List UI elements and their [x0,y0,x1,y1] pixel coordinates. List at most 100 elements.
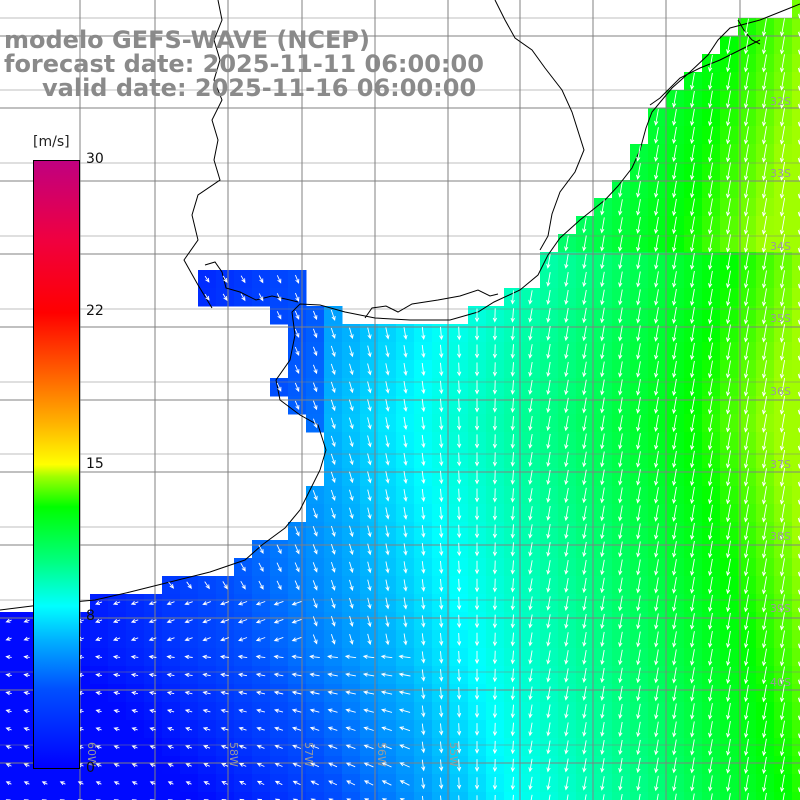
wind-speed-cell [792,234,800,253]
wind-arrow [672,541,677,558]
wind-arrow [258,580,264,590]
wind-arrow [654,271,659,288]
wind-arrow [166,601,175,606]
wind-arrow [5,781,12,786]
wind-arrow [707,432,713,451]
wind-arrow [310,762,320,768]
wind-speed-cell [792,36,800,55]
wind-arrow [600,307,605,324]
wind-arrow [636,631,641,648]
wind-arrow [238,637,248,642]
wind-arrow [510,758,515,773]
wind-arrow [273,708,284,713]
wind-arrow [690,685,695,702]
wind-arrow [600,235,605,252]
wind-arrow [618,325,623,342]
wind-arrow [600,361,605,378]
wind-arrow [582,415,587,432]
wind-arrow [654,667,659,684]
wind-arrow [708,252,713,271]
wind-arrow [367,345,372,358]
wind-arrow [725,198,731,217]
wind-speed-cell [630,792,649,800]
wind-arrow [582,595,587,612]
wind-arrow [474,380,480,395]
wind-arrow [292,780,301,786]
wind-arrow [294,364,300,374]
wind-arrow [510,380,515,395]
wind-arrow [618,703,623,720]
wind-arrow [237,619,248,624]
wind-arrow [276,382,282,392]
wind-arrow [23,691,30,696]
wind-arrow [113,781,120,786]
wind-arrow [708,775,713,792]
wind-arrow [654,361,659,378]
colorbar-tick-22: 22 [86,303,104,319]
wind-speed-cell [792,414,800,433]
wind-arrow [690,198,695,217]
forecast-date: forecast date: 2025-11-11 06:00:00 [4,50,484,78]
wind-speed-cell [792,198,800,217]
wind-arrow [546,272,551,287]
wind-arrow [726,540,731,559]
wind-arrow [654,289,659,306]
wind-speed-cell [792,486,800,505]
wind-arrow [618,217,623,234]
wind-arrow [744,738,749,757]
wind-arrow [600,253,605,270]
wind-arrow [95,745,102,750]
wind-arrow [256,762,265,767]
wind-arrow [204,581,210,590]
wind-arrow [148,601,157,606]
wind-arrow [636,451,641,468]
wind-arrow [474,434,480,449]
wind-speed-cell [792,702,800,721]
wind-arrow [330,381,336,394]
wind-arrow [743,414,749,433]
wind-arrow [274,762,283,767]
colorbar-unit: [m/s] [33,134,70,150]
wind-arrow [690,324,695,343]
wind-arrow [492,596,498,611]
wind-arrow [618,343,623,360]
wind-arrow [672,775,677,792]
wind-arrow [672,378,677,397]
wind-arrow [510,704,515,719]
wind-arrow [779,216,786,235]
wind-arrow [112,618,121,623]
wind-arrow [528,740,533,755]
wind-speed-cell [360,792,379,800]
lon-label: 56W [375,742,388,767]
wind-arrow [636,253,641,270]
wind-arrow [256,726,265,731]
wind-arrow [167,781,174,786]
wind-arrow [761,342,767,361]
wind-arrow [672,253,677,270]
wind-arrow [492,434,498,449]
wind-arrow [546,361,551,378]
wind-arrow [237,654,248,659]
wind-arrow [564,776,569,791]
wind-speed-cell [792,72,800,91]
wind-arrow [546,469,551,486]
wind-arrow [743,558,749,577]
wind-arrow [708,522,713,541]
wind-arrow [363,726,374,731]
wind-arrow [779,540,785,559]
wind-arrow [113,727,120,732]
wind-arrow [618,559,623,576]
wind-arrow [367,597,372,610]
wind-arrow [708,126,713,145]
wind-arrow [23,745,30,750]
wind-arrow [690,613,695,630]
wind-arrow [654,109,659,126]
wind-arrow [398,654,411,659]
wind-arrow [743,234,749,253]
lat-label: 37S [770,458,791,471]
wind-arrow [403,453,408,466]
wind-arrow [600,667,605,684]
lat-label: 32S [770,95,791,108]
wind-arrow [385,525,390,538]
wind-arrow [95,781,102,786]
